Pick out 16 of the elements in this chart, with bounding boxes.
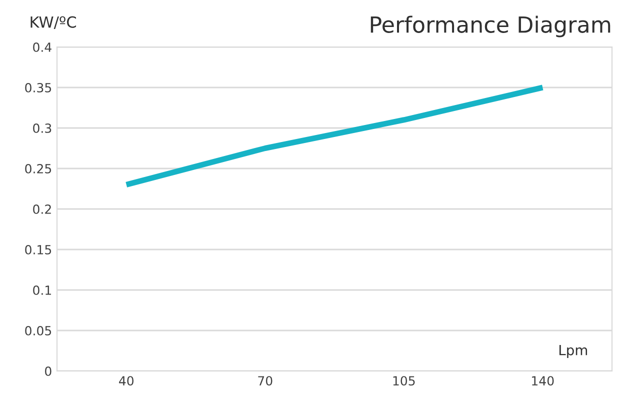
y-tick-label: 0.1	[33, 285, 51, 295]
chart-title: Performance Diagram	[370, 16, 610, 38]
y-tick-label: 0.3	[33, 123, 52, 133]
y-tick-label: 0.05	[25, 326, 52, 336]
y-tick-label: 0.4	[33, 42, 52, 52]
x-tick-label: 140	[532, 376, 554, 386]
y-tick-label: 0.2	[33, 204, 51, 214]
y-axis-title: KW/ºC	[30, 16, 76, 30]
y-tick-label: 0.25	[25, 164, 52, 174]
x-tick-label: 70	[258, 376, 272, 386]
y-tick-label: 0.15	[25, 244, 52, 254]
x-axis-title: Lpm	[559, 345, 588, 358]
y-tick-label: 0	[45, 366, 52, 376]
y-tick-label: 0.35	[25, 82, 52, 92]
x-tick-label: 40	[119, 376, 134, 386]
x-tick-label: 105	[393, 376, 415, 386]
